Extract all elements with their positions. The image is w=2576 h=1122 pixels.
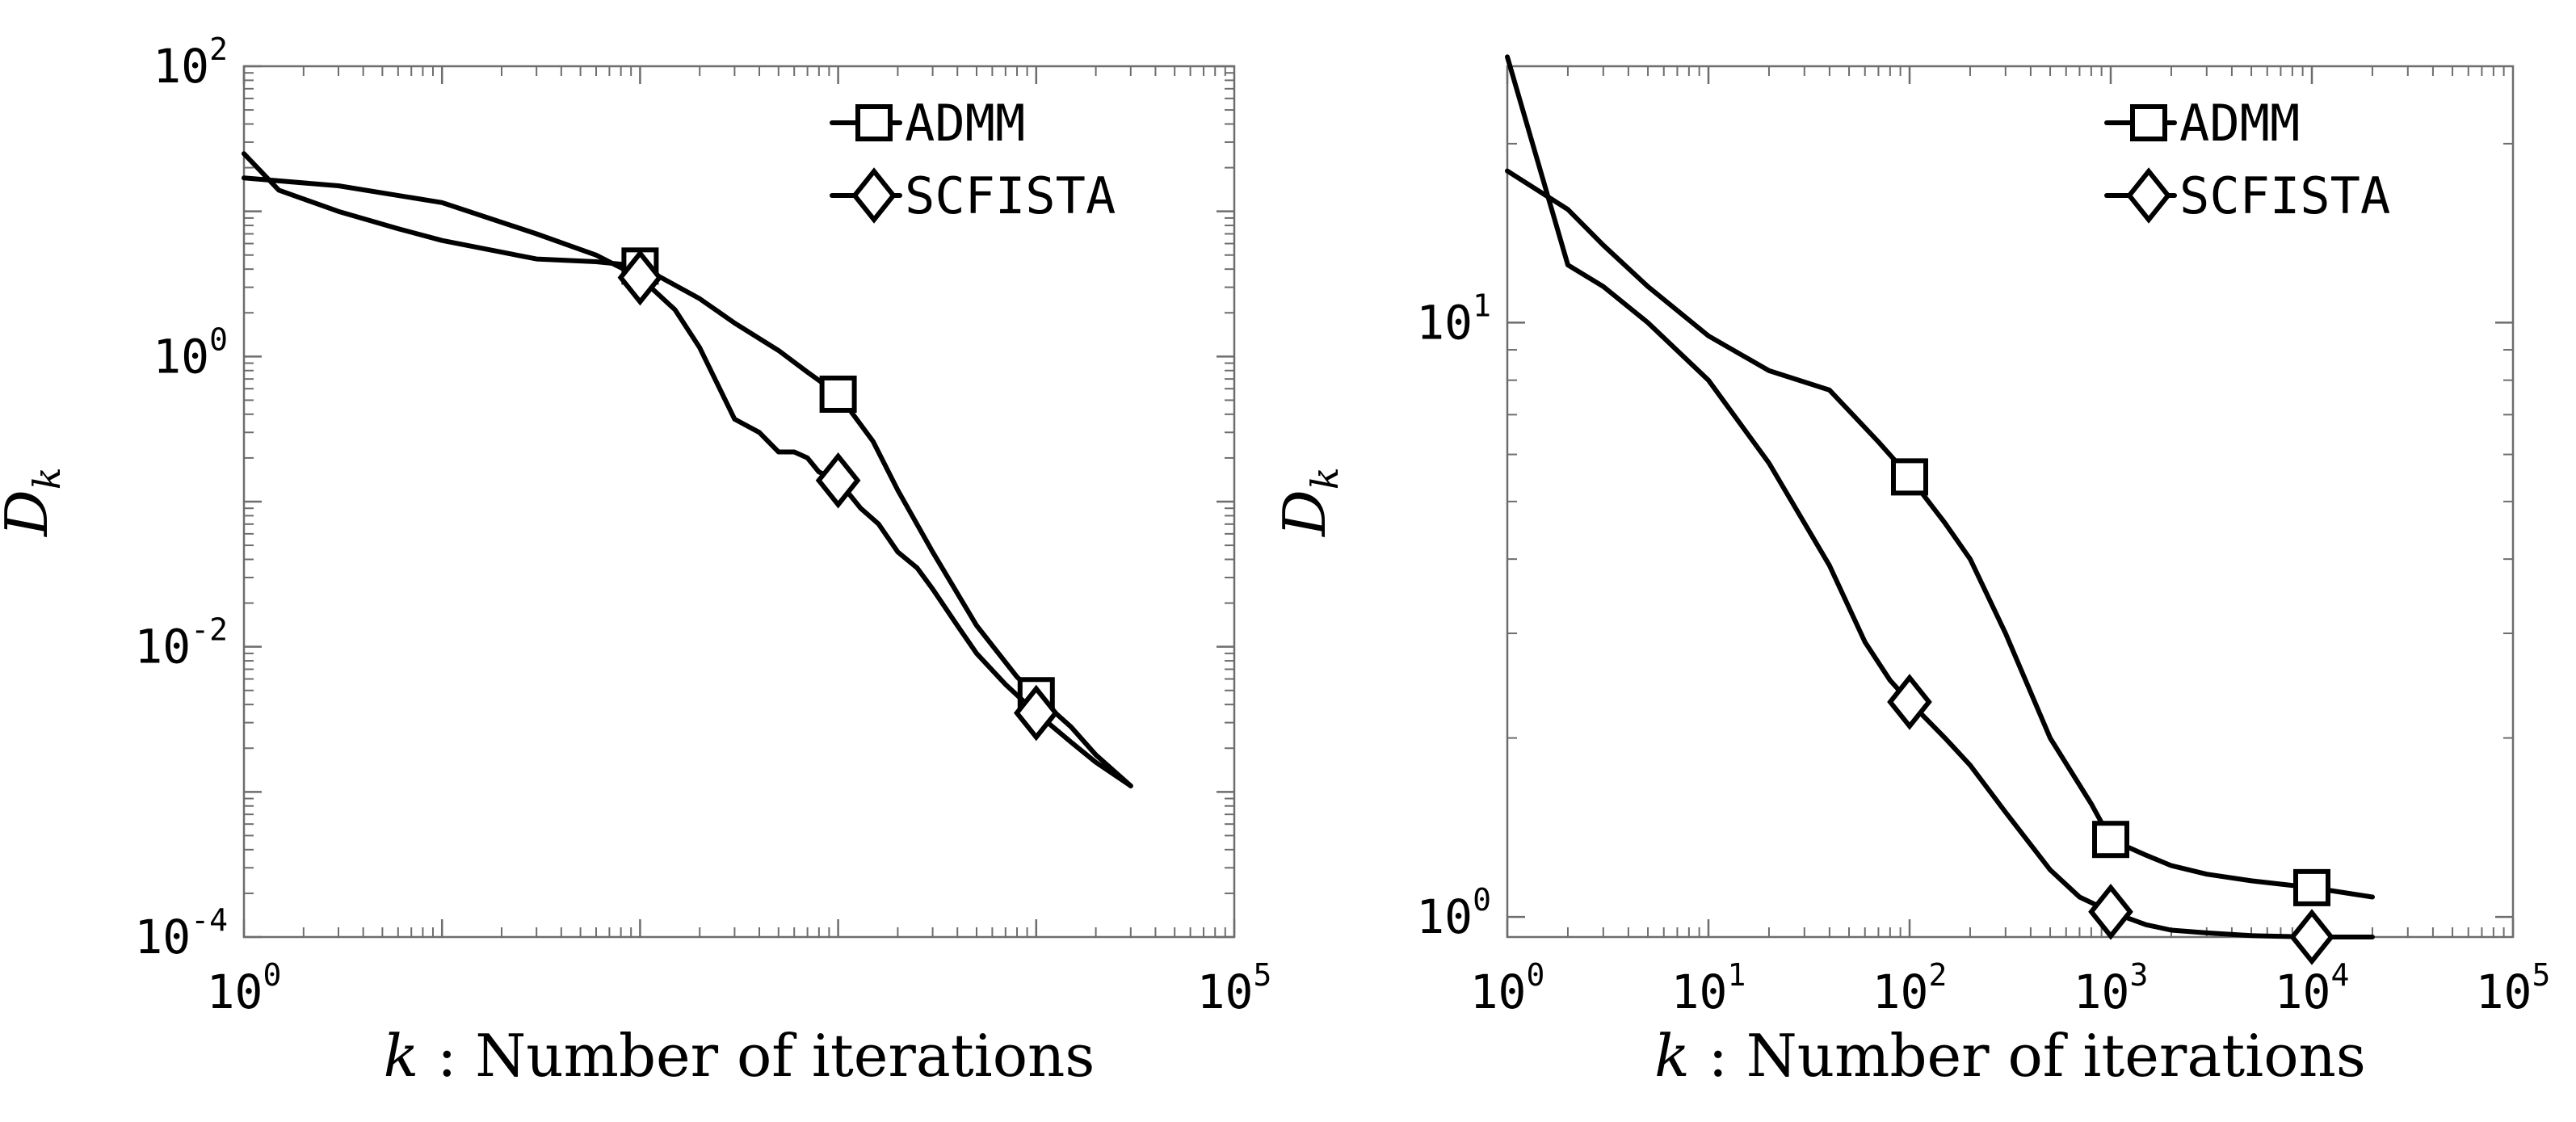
x-tick-label: 101 bbox=[1671, 957, 1746, 1019]
legend-entry-admm: ADMM bbox=[830, 94, 1025, 153]
legend-entry-admm: ADMM bbox=[2104, 94, 2300, 153]
admm-marker bbox=[2092, 821, 2129, 859]
scfista-line bbox=[1505, 54, 2375, 939]
admm-marker bbox=[2293, 868, 2330, 906]
legend-label: ADMM bbox=[2179, 94, 2300, 153]
scfista-marker bbox=[2289, 909, 2334, 965]
legend-label: SCFISTA bbox=[2179, 166, 2390, 225]
y-axis-title: Dk bbox=[1271, 467, 1347, 538]
x-tick-label: 100 bbox=[1470, 957, 1545, 1019]
legend-entry-scfista: SCFISTA bbox=[830, 166, 1116, 225]
scfista-marker bbox=[1013, 684, 1059, 742]
legend-square-icon bbox=[855, 104, 893, 141]
chart-panel-left: 100 105 10-4 10-2 100 102 k : Number of iterat… bbox=[0, 32, 1271, 1090]
x-tick-label: 102 bbox=[1872, 957, 1948, 1019]
legend-square-icon bbox=[2130, 104, 2167, 141]
admm-line bbox=[1505, 168, 2375, 900]
scfista-line bbox=[242, 175, 1133, 788]
x-tick-label: 104 bbox=[2275, 957, 2350, 1019]
y-tick-label: 10-2 bbox=[134, 612, 228, 674]
y-tick-label: 10-4 bbox=[134, 902, 228, 964]
scfista-marker bbox=[815, 452, 861, 509]
admm-line bbox=[242, 151, 1133, 788]
legend-label: SCFISTA bbox=[905, 166, 1116, 225]
admm-marker bbox=[819, 375, 857, 413]
series-scfista bbox=[242, 175, 1133, 788]
scfista-marker bbox=[617, 249, 663, 306]
scfista-marker bbox=[2088, 883, 2133, 940]
x-tick-label: 103 bbox=[2074, 957, 2149, 1019]
y-tick-label: 101 bbox=[1416, 288, 1491, 350]
admm-marker bbox=[1891, 458, 1928, 496]
x-tick-label: 105 bbox=[1197, 957, 1272, 1019]
x-axis-title: k : Number of iterations bbox=[384, 1022, 1095, 1090]
series-admm bbox=[242, 151, 1133, 788]
x-axis-title: k : Number of iterations bbox=[1654, 1022, 2366, 1090]
legend: ADMM SCFISTA bbox=[2104, 94, 2390, 225]
y-axis-title: Dk bbox=[0, 467, 69, 538]
x-tick-label: 105 bbox=[2476, 957, 2551, 1019]
y-tick-label: 102 bbox=[153, 32, 228, 94]
legend-diamond-icon bbox=[851, 167, 897, 224]
series-admm bbox=[1505, 168, 2375, 906]
x-tick-label: 100 bbox=[207, 957, 282, 1019]
scfista-marker bbox=[1887, 674, 1932, 730]
series-scfista bbox=[1505, 54, 2375, 965]
y-tick-label: 100 bbox=[153, 321, 228, 384]
legend-entry-scfista: SCFISTA bbox=[2104, 166, 2390, 225]
y-tick-label: 100 bbox=[1416, 882, 1491, 944]
legend-diamond-icon bbox=[2126, 167, 2171, 224]
legend-label: ADMM bbox=[905, 94, 1025, 153]
legend: ADMM SCFISTA bbox=[830, 94, 1116, 225]
